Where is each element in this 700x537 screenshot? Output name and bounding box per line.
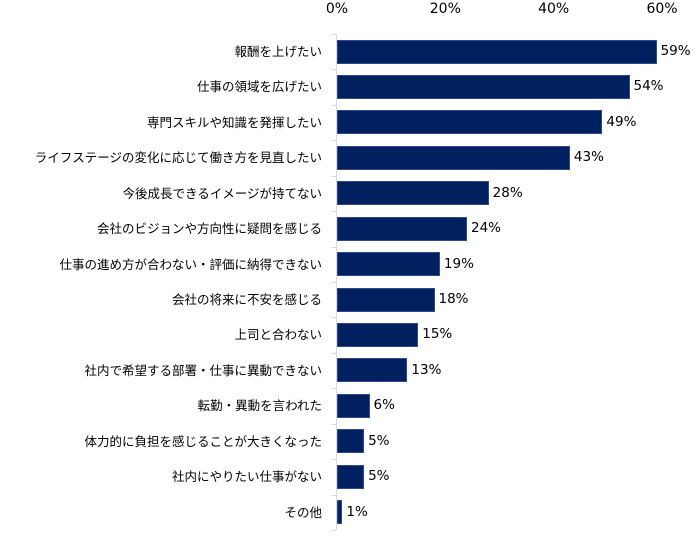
y-axis-tick <box>331 175 336 177</box>
y-axis-tick <box>331 34 336 35</box>
category-label: 会社の将来に不安を感じる <box>171 292 322 307</box>
bar <box>337 287 435 312</box>
bar-row: ライフステージの変化に応じて働き方を見直したい 43% <box>0 140 700 175</box>
bar-row: 転勤・異動を言われた 6% <box>0 388 700 423</box>
bar-row: 社内で希望する部署・仕事に異動できない 13% <box>0 353 700 388</box>
bar-row: 上司と合わない 15% <box>0 317 700 352</box>
value-label: 5% <box>368 432 390 449</box>
value-label: 28% <box>492 184 523 201</box>
bar <box>337 181 489 206</box>
value-label: 59% <box>660 43 691 59</box>
category-label: 社内で希望する部署・仕事に異動できない <box>84 362 322 378</box>
category-label: 仕事の領域を広げたい <box>196 79 322 95</box>
bar <box>337 429 365 454</box>
category-label: 上司と合わない <box>234 327 322 343</box>
value-label: 43% <box>573 149 604 166</box>
value-label: 54% <box>633 78 664 95</box>
x-tick-label: 0% <box>325 1 349 17</box>
bar <box>337 216 467 241</box>
y-axis-tick <box>331 140 336 142</box>
y-axis-tick <box>331 69 336 71</box>
value-label: 15% <box>422 326 453 343</box>
category-label: 報酬を上げたい <box>234 44 322 59</box>
bar-row: その他 1% <box>0 495 700 530</box>
y-axis-tick <box>331 388 336 390</box>
y-axis-tick <box>331 352 336 354</box>
bar <box>337 74 630 99</box>
y-axis-tick <box>331 494 336 496</box>
value-label: 19% <box>443 255 474 272</box>
category-label: 体力的に負担を感じることが大きくなった <box>84 433 322 449</box>
category-label: 転勤・異動を言われた <box>197 398 322 414</box>
bar <box>337 464 365 489</box>
category-label: 会社のビジョンや方向性に疑問を感じる <box>96 221 322 237</box>
bar-row: 専門スキルや知識を発揮したい 49% <box>0 105 700 140</box>
bar <box>337 322 419 347</box>
category-label: 仕事の進め方が合わない・評価に納得できない <box>59 256 322 272</box>
x-tick-label: 40% <box>538 1 570 17</box>
y-axis-tick <box>331 317 336 319</box>
category-label: 社内にやりたい仕事がない <box>171 469 322 485</box>
value-label: 1% <box>346 503 368 520</box>
bar-row: 会社の将来に不安を感じる 18% <box>0 282 700 317</box>
x-tick-label: 60% <box>646 1 678 17</box>
bar <box>337 252 440 277</box>
y-axis-tick <box>331 459 336 461</box>
value-label: 13% <box>411 361 442 378</box>
x-tick-label: 20% <box>429 1 461 17</box>
bar-row: 今後成長できるイメージが持てない 28% <box>0 176 700 211</box>
bar-row: 社内にやりたい仕事がない 5% <box>0 459 700 494</box>
bar <box>337 393 370 418</box>
category-label: その他 <box>284 504 322 520</box>
value-label: 24% <box>471 220 502 237</box>
category-label: ライフステージの変化に応じて働き方を見直したい <box>34 150 322 166</box>
bar-row: 体力的に負担を感じることが大きくなった 5% <box>0 424 700 459</box>
category-label: 今後成長できるイメージが持てない <box>122 185 322 201</box>
bar-row: 仕事の領域を広げたい 54% <box>0 69 700 104</box>
bar <box>337 358 408 383</box>
y-axis-tick <box>331 282 336 283</box>
value-label: 5% <box>368 468 390 485</box>
y-axis-tick <box>331 530 336 531</box>
y-axis-tick <box>331 211 336 213</box>
bar-row: 報酬を上げたい 59% <box>0 34 700 69</box>
bar <box>337 39 657 64</box>
y-axis-tick <box>331 246 336 248</box>
value-label: 18% <box>438 291 469 307</box>
y-axis-line <box>336 34 337 530</box>
category-label: 専門スキルや知識を発揮したい <box>146 114 322 130</box>
value-label: 6% <box>373 397 395 414</box>
bar <box>337 500 343 525</box>
value-label: 49% <box>606 113 637 130</box>
bar-row: 仕事の進め方が合わない・評価に納得できない 19% <box>0 247 700 282</box>
bar <box>337 145 570 170</box>
bar-row: 会社のビジョンや方向性に疑問を感じる 24% <box>0 211 700 246</box>
bar <box>337 110 603 135</box>
y-axis-tick <box>331 423 336 425</box>
y-axis-tick <box>331 104 336 106</box>
